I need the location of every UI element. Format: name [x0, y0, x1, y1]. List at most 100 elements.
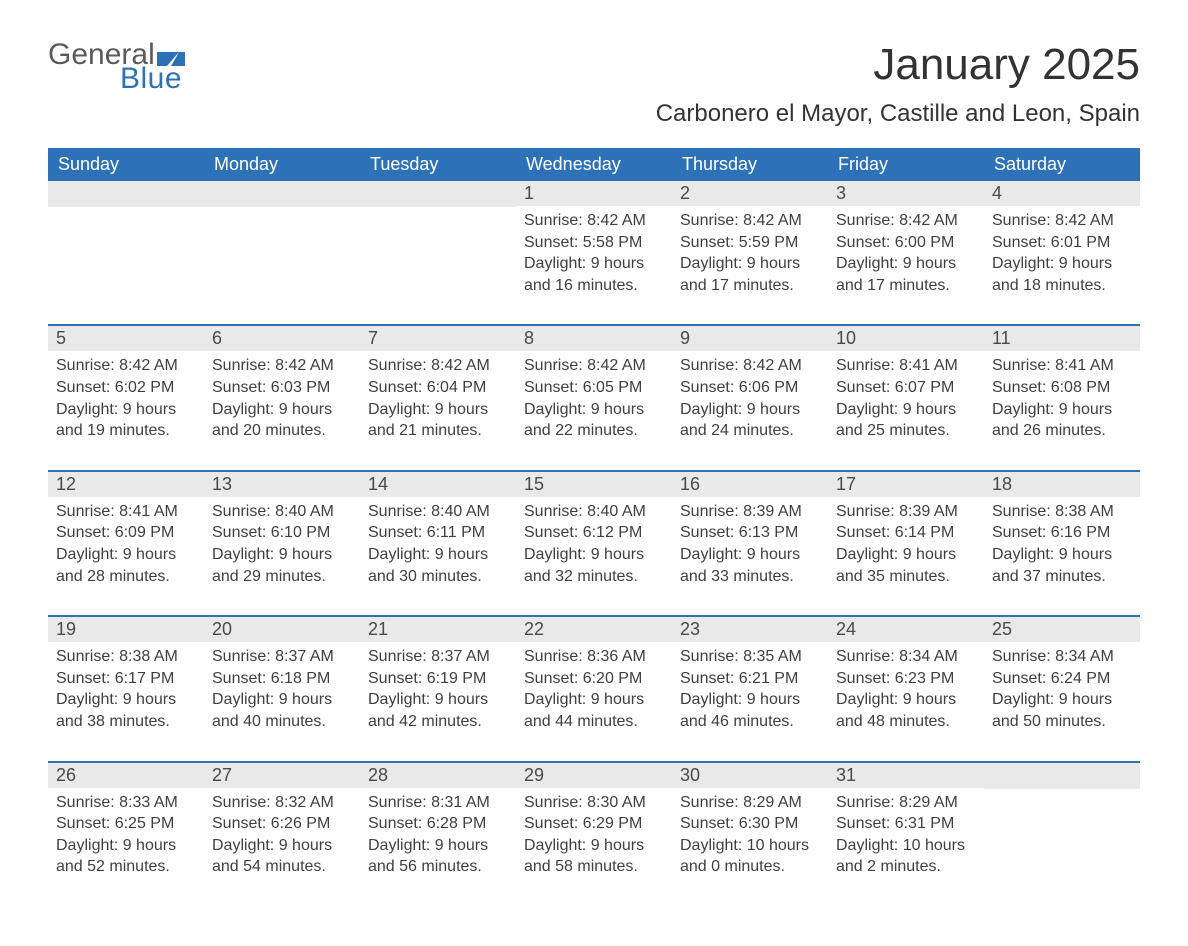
day-sunrise: Sunrise: 8:41 AM	[836, 355, 976, 377]
calendar-cell: 9Sunrise: 8:42 AMSunset: 6:06 PMDaylight…	[672, 325, 828, 470]
day-daylight2: and 26 minutes.	[992, 420, 1132, 442]
day-daylight1: Daylight: 9 hours	[992, 689, 1132, 711]
day-sunrise: Sunrise: 8:40 AM	[524, 501, 664, 523]
logo: General Blue	[48, 40, 185, 94]
day-number: 4	[984, 181, 1140, 206]
day-daylight1: Daylight: 9 hours	[56, 399, 196, 421]
day-sunset: Sunset: 6:29 PM	[524, 813, 664, 835]
calendar-cell: 25 Sunrise: 8:34 AMSunset: 6:24 PMDayligh…	[984, 616, 1140, 761]
day-daylight2: and 48 minutes.	[836, 711, 976, 733]
day-sunrise: Sunrise: 8:42 AM	[680, 355, 820, 377]
day-number: 21	[360, 617, 516, 642]
day-sunrise: Sunrise: 8:38 AM	[992, 501, 1132, 523]
day-daylight2: and 16 minutes.	[524, 275, 664, 297]
day-sunrise: Sunrise: 8:42 AM	[992, 210, 1132, 232]
day-sunset: Sunset: 6:24 PM	[992, 668, 1132, 690]
day-sunrise: Sunrise: 8:42 AM	[368, 355, 508, 377]
day-daylight2: and 29 minutes.	[212, 566, 352, 588]
day-content: Sunrise: 8:29 AMSunset: 6:31 PMDaylight:…	[828, 788, 984, 906]
day-content: Sunrise: 8:29 AMSunset: 6:30 PMDaylight:…	[672, 788, 828, 906]
day-sunset: Sunset: 6:09 PM	[56, 522, 196, 544]
day-daylight1: Daylight: 9 hours	[368, 835, 508, 857]
day-content	[204, 207, 360, 239]
day-number: 13	[204, 472, 360, 497]
day-sunset: Sunset: 6:03 PM	[212, 377, 352, 399]
day-daylight1: Daylight: 9 hours	[992, 544, 1132, 566]
calendar-cell: 31Sunrise: 8:29 AMSunset: 6:31 PMDayligh…	[828, 762, 984, 906]
day-number: 25	[984, 617, 1140, 642]
day-content: Sunrise: 8:42 AMSunset: 6:01 PMDaylight:…	[984, 206, 1140, 324]
day-number	[204, 181, 360, 207]
day-daylight2: and 46 minutes.	[680, 711, 820, 733]
day-sunset: Sunset: 6:12 PM	[524, 522, 664, 544]
day-sunset: Sunset: 6:06 PM	[680, 377, 820, 399]
day-sunset: Sunset: 6:04 PM	[368, 377, 508, 399]
calendar-cell: 27Sunrise: 8:32 AMSunset: 6:26 PMDayligh…	[204, 762, 360, 906]
day-daylight1: Daylight: 9 hours	[368, 544, 508, 566]
day-sunrise: Sunrise: 8:42 AM	[836, 210, 976, 232]
day-daylight1: Daylight: 9 hours	[680, 399, 820, 421]
day-daylight1: Daylight: 9 hours	[680, 544, 820, 566]
day-daylight1: Daylight: 9 hours	[992, 399, 1132, 421]
calendar-cell	[984, 762, 1140, 906]
calendar-cell: 14Sunrise: 8:40 AMSunset: 6:11 PMDayligh…	[360, 471, 516, 616]
day-daylight1: Daylight: 9 hours	[524, 399, 664, 421]
day-sunset: Sunset: 6:25 PM	[56, 813, 196, 835]
day-number: 9	[672, 326, 828, 351]
day-content: Sunrise: 8:42 AMSunset: 6:04 PMDaylight:…	[360, 351, 516, 469]
day-sunset: Sunset: 6:08 PM	[992, 377, 1132, 399]
day-daylight1: Daylight: 10 hours	[836, 835, 976, 857]
day-daylight2: and 38 minutes.	[56, 711, 196, 733]
day-number: 22	[516, 617, 672, 642]
day-sunrise: Sunrise: 8:42 AM	[212, 355, 352, 377]
day-content: Sunrise: 8:32 AMSunset: 6:26 PMDaylight:…	[204, 788, 360, 906]
calendar-cell: 30Sunrise: 8:29 AMSunset: 6:30 PMDayligh…	[672, 762, 828, 906]
day-daylight1: Daylight: 9 hours	[836, 399, 976, 421]
day-daylight1: Daylight: 9 hours	[56, 835, 196, 857]
calendar-cell: 6Sunrise: 8:42 AMSunset: 6:03 PMDaylight…	[204, 325, 360, 470]
day-sunset: Sunset: 6:13 PM	[680, 522, 820, 544]
col-wednesday: Wednesday	[516, 148, 672, 181]
day-sunset: Sunset: 6:11 PM	[368, 522, 508, 544]
page-subtitle: Carbonero el Mayor, Castille and Leon, S…	[48, 100, 1140, 128]
day-content	[48, 207, 204, 239]
day-daylight1: Daylight: 9 hours	[836, 689, 976, 711]
calendar-week: 5Sunrise: 8:42 AMSunset: 6:02 PMDaylight…	[48, 325, 1140, 470]
day-daylight2: and 17 minutes.	[836, 275, 976, 297]
day-daylight2: and 18 minutes.	[992, 275, 1132, 297]
day-sunset: Sunset: 6:28 PM	[368, 813, 508, 835]
day-content: Sunrise: 8:37 AMSunset: 6:19 PMDaylight:…	[360, 642, 516, 760]
day-number: 3	[828, 181, 984, 206]
day-sunrise: Sunrise: 8:35 AM	[680, 646, 820, 668]
day-content: Sunrise: 8:39 AMSunset: 6:14 PMDaylight:…	[828, 497, 984, 615]
day-daylight2: and 50 minutes.	[992, 711, 1132, 733]
day-content: Sunrise: 8:42 AMSunset: 6:06 PMDaylight:…	[672, 351, 828, 469]
day-sunrise: Sunrise: 8:41 AM	[56, 501, 196, 523]
day-daylight1: Daylight: 9 hours	[56, 689, 196, 711]
calendar-header-row: Sunday Monday Tuesday Wednesday Thursday…	[48, 148, 1140, 181]
calendar-body: 1Sunrise: 8:42 AMSunset: 5:58 PMDaylight…	[48, 181, 1140, 906]
day-daylight2: and 19 minutes.	[56, 420, 196, 442]
day-number: 11	[984, 326, 1140, 351]
day-sunrise: Sunrise: 8:39 AM	[680, 501, 820, 523]
calendar-week: 1Sunrise: 8:42 AMSunset: 5:58 PMDaylight…	[48, 181, 1140, 325]
day-content: Sunrise: 8:35 AMSunset: 6:21 PMDaylight:…	[672, 642, 828, 760]
day-number: 12	[48, 472, 204, 497]
day-number: 15	[516, 472, 672, 497]
day-content: Sunrise: 8:42 AMSunset: 6:02 PMDaylight:…	[48, 351, 204, 469]
calendar-cell: 17Sunrise: 8:39 AMSunset: 6:14 PMDayligh…	[828, 471, 984, 616]
day-content: Sunrise: 8:33 AMSunset: 6:25 PMDaylight:…	[48, 788, 204, 906]
day-sunrise: Sunrise: 8:34 AM	[992, 646, 1132, 668]
day-sunrise: Sunrise: 8:31 AM	[368, 792, 508, 814]
day-daylight2: and 0 minutes.	[680, 856, 820, 878]
day-number: 17	[828, 472, 984, 497]
calendar-cell: 5Sunrise: 8:42 AMSunset: 6:02 PMDaylight…	[48, 325, 204, 470]
day-daylight1: Daylight: 9 hours	[212, 544, 352, 566]
day-number: 28	[360, 763, 516, 788]
day-sunset: Sunset: 6:01 PM	[992, 232, 1132, 254]
day-daylight2: and 24 minutes.	[680, 420, 820, 442]
day-daylight2: and 35 minutes.	[836, 566, 976, 588]
day-number: 30	[672, 763, 828, 788]
day-content: Sunrise: 8:34 AMSunset: 6:23 PMDaylight:…	[828, 642, 984, 760]
day-number: 2	[672, 181, 828, 206]
